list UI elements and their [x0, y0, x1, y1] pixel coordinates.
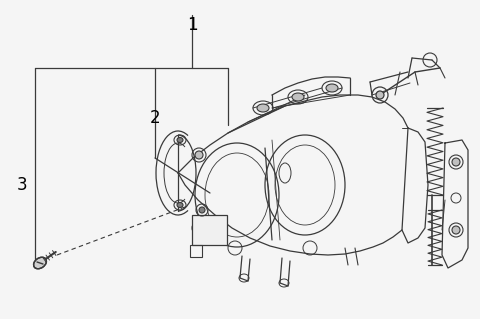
- Ellipse shape: [292, 93, 304, 101]
- Ellipse shape: [257, 104, 269, 112]
- Text: 3: 3: [17, 176, 27, 194]
- Ellipse shape: [34, 257, 47, 269]
- Ellipse shape: [199, 207, 205, 213]
- Polygon shape: [192, 215, 227, 245]
- Ellipse shape: [376, 91, 384, 99]
- Ellipse shape: [452, 158, 460, 166]
- Ellipse shape: [326, 84, 338, 92]
- Ellipse shape: [177, 203, 183, 207]
- Text: 2: 2: [150, 109, 160, 127]
- Ellipse shape: [195, 151, 203, 159]
- Ellipse shape: [177, 137, 183, 143]
- Ellipse shape: [195, 224, 203, 232]
- Ellipse shape: [452, 226, 460, 234]
- Text: 1: 1: [187, 16, 197, 34]
